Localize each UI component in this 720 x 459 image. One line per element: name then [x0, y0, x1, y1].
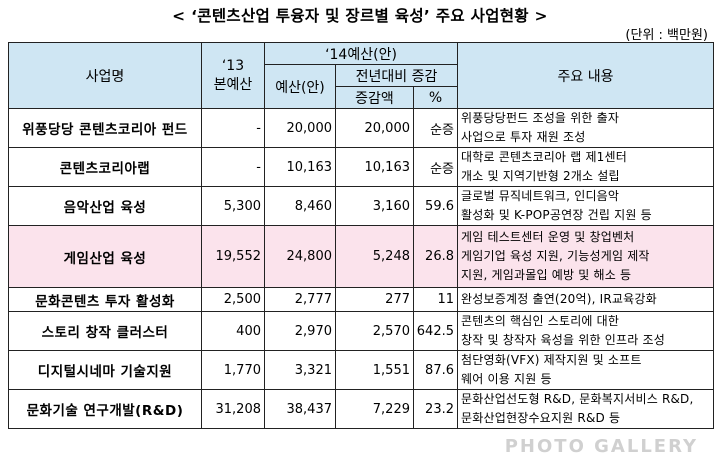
row-b14: 24,800: [264, 225, 336, 288]
header-budget13-line2: 본예산: [213, 76, 253, 93]
header-budget14: ‘14예산(안): [264, 42, 458, 65]
row-desc-line: 문화산업현장수요지원 R&D 등: [461, 411, 621, 425]
row-desc-line: 게임기업 육성 지원, 기능성게임 제작: [461, 249, 650, 263]
row-pct: 642.5: [413, 311, 458, 351]
row-name: 문화기술 연구개발(R&D): [8, 389, 202, 429]
row-b13: 19,552: [201, 225, 265, 288]
row-b13: -: [201, 108, 265, 148]
row-pct: 11: [413, 287, 458, 312]
row-name: 음악산업 육성: [8, 186, 202, 226]
row-desc: 문화산업선도형 R&D, 문화복지서비스 R&D, 문화산업현장수요지원 R&D …: [457, 389, 714, 429]
row-desc-line: 개소 및 지역기반형 2개소 설립: [461, 169, 620, 183]
row-pct: 59.6: [413, 186, 458, 226]
budget-table: 사업명 ‘13 본예산 ‘14예산(안) 주요 내용 예산(안) 전년대비 증감…: [8, 42, 714, 429]
row-diff: 1,551: [335, 350, 414, 390]
row-desc-line: 지원, 게임과몰입 예방 및 해소 등: [461, 268, 632, 282]
row-desc-line: 위풍당당펀드 조성을 위한 출자: [461, 111, 620, 125]
header-yoy: 전년대비 증감: [335, 64, 458, 87]
row-b13: 400: [201, 311, 265, 351]
row-b13: 1,770: [201, 350, 265, 390]
row-b14: 3,321: [264, 350, 336, 390]
row-desc-line: 콘텐츠의 핵심인 스토리에 대한: [461, 314, 620, 328]
row-pct: 26.8: [413, 225, 458, 288]
table-row: 게임산업 육성 19,552 24,800 5,248 26.8 게임 테스트센…: [8, 225, 714, 288]
row-diff: 10,163: [335, 147, 414, 187]
row-name: 콘텐츠코리아랩: [8, 147, 202, 187]
row-b14: 2,970: [264, 311, 336, 351]
row-desc-line: 첨단영화(VFX) 제작지원 및 소프트: [461, 353, 642, 367]
row-desc-line: 완성보증계정 출연(20억), IR교육강화: [461, 292, 657, 306]
row-b14: 2,777: [264, 287, 336, 312]
row-diff: 2,570: [335, 311, 414, 351]
table-row: 콘텐츠코리아랩 - 10,163 10,163 순증 대학로 콘텐츠코리아 랩 …: [8, 147, 714, 187]
row-diff: 20,000: [335, 108, 414, 148]
header-change-pct: %: [413, 86, 458, 109]
header-budget13-line1: ‘13: [221, 57, 245, 74]
row-diff: 7,229: [335, 389, 414, 429]
row-b13: 2,500: [201, 287, 265, 312]
row-desc-line: 웨어 이용 지원 등: [461, 372, 552, 386]
header-budget14-plan: 예산(안): [264, 64, 336, 109]
table-row: 위풍당당 콘텐츠코리아 펀드 - 20,000 20,000 순증 위풍당당펀드…: [8, 108, 714, 148]
header-budget13: ‘13 본예산: [201, 42, 265, 109]
unit-label: (단위 : 백만원): [625, 28, 708, 43]
header-change-amount: 증감액: [335, 86, 414, 109]
row-b14: 8,460: [264, 186, 336, 226]
row-pct: 87.6: [413, 350, 458, 390]
row-name: 위풍당당 콘텐츠코리아 펀드: [8, 108, 202, 148]
row-desc-line: 창작 및 창작자 육성을 위한 인프라 조성: [461, 333, 665, 347]
row-desc-line: 사업으로 투자 재원 조성: [461, 130, 586, 144]
row-b14: 38,437: [264, 389, 336, 429]
row-b14: 20,000: [264, 108, 336, 148]
row-diff: 277: [335, 287, 414, 312]
row-name: 문화콘텐츠 투자 활성화: [8, 287, 202, 312]
row-desc-line: 글로벌 뮤직네트워크, 인디음악: [461, 189, 620, 203]
row-b13: 31,208: [201, 389, 265, 429]
table-row: 스토리 창작 클러스터 400 2,970 2,570 642.5 콘텐츠의 핵…: [8, 311, 714, 351]
row-name: 게임산업 육성: [8, 225, 202, 288]
row-name: 스토리 창작 클러스터: [8, 311, 202, 351]
row-b13: -: [201, 147, 265, 187]
table-row: 음악산업 육성 5,300 8,460 3,160 59.6 글로벌 뮤직네트워…: [8, 186, 714, 226]
watermark: PHOTO GALLERY: [504, 436, 698, 457]
header-name: 사업명: [8, 42, 202, 109]
row-desc-line: 게임 테스트센터 운영 및 창업벤처: [461, 230, 635, 244]
row-pct: 순증: [413, 108, 458, 148]
row-desc-line: 문화산업선도형 R&D, 문화복지서비스 R&D,: [461, 392, 694, 406]
row-b14: 10,163: [264, 147, 336, 187]
row-desc-line: 활성화 및 K-POP공연장 건립 지원 등: [461, 208, 652, 222]
header-desc: 주요 내용: [457, 42, 714, 109]
row-desc-line: 대학로 콘텐츠코리아 랩 제1센터: [461, 150, 627, 164]
table-row: 문화콘텐츠 투자 활성화 2,500 2,777 277 11 완성보증계정 출…: [8, 287, 714, 312]
row-pct: 순증: [413, 147, 458, 187]
row-pct: 23.2: [413, 389, 458, 429]
row-diff: 3,160: [335, 186, 414, 226]
row-diff: 5,248: [335, 225, 414, 288]
table-row: 디지털시네마 기술지원 1,770 3,321 1,551 87.6 첨단영화(…: [8, 350, 714, 390]
row-desc: 완성보증계정 출연(20억), IR교육강화: [457, 287, 714, 312]
row-b13: 5,300: [201, 186, 265, 226]
row-name: 디지털시네마 기술지원: [8, 350, 202, 390]
table-row: 문화기술 연구개발(R&D) 31,208 38,437 7,229 23.2 …: [8, 389, 714, 429]
page-title: < ‘콘텐츠산업 투융자 및 장르별 육성’ 주요 사업현황 >: [172, 7, 548, 25]
